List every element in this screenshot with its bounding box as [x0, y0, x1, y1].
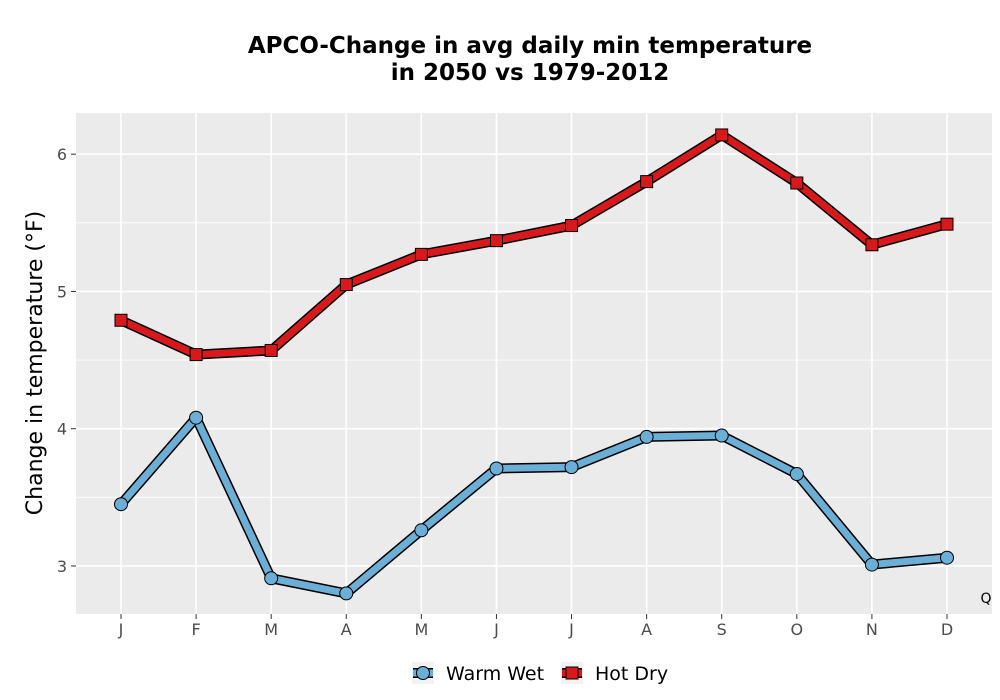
series-line: [117, 131, 951, 359]
legend-marker: [565, 666, 579, 680]
legend-label: Warm Wet: [446, 663, 544, 685]
data-point: [940, 217, 954, 231]
grid-lines: [76, 113, 992, 614]
data-point: [940, 550, 954, 565]
series-hot-dry: [114, 128, 954, 362]
data-point: [339, 278, 353, 292]
data-point: [790, 176, 804, 190]
data-point: [789, 466, 804, 481]
data-point: [865, 238, 879, 252]
x-tick-label: D: [941, 620, 953, 639]
series-line: [117, 414, 951, 597]
data-point: [339, 586, 354, 601]
y-axis: 3 4 5 6: [57, 145, 76, 576]
y-axis-title: Change in temperature (°F): [23, 211, 48, 515]
data-point: [715, 128, 729, 142]
data-point: [264, 571, 279, 586]
legend-key-hot-dry: [561, 662, 583, 684]
data-point: [565, 219, 579, 233]
x-tick-label: N: [866, 620, 878, 639]
data-point: [864, 557, 879, 572]
series-lines: [114, 128, 954, 601]
data-point: [564, 460, 579, 475]
legend-marker: [416, 666, 430, 680]
corner-label: Q: [980, 591, 991, 607]
data-point: [114, 497, 128, 512]
legend-key-warm-wet: [412, 662, 434, 684]
data-point: [489, 461, 504, 476]
data-point: [414, 523, 429, 538]
x-tick-label: M: [414, 620, 428, 639]
y-tick-label: 5: [57, 282, 67, 301]
chart-title-line2: in 2050 vs 1979-2012: [391, 60, 670, 86]
data-point: [189, 410, 204, 425]
data-point: [714, 428, 729, 443]
x-tick-label: A: [641, 620, 652, 639]
data-point: [264, 343, 278, 357]
data-point: [640, 175, 654, 189]
chart-title-line1: APCO-Change in avg daily min temperature: [248, 33, 812, 59]
x-tick-label: J: [568, 620, 574, 639]
data-point: [639, 429, 654, 444]
x-tick-label: J: [118, 620, 124, 639]
data-point: [189, 348, 203, 362]
data-point: [489, 234, 503, 248]
data-point: [114, 313, 128, 327]
x-tick-label: J: [493, 620, 499, 639]
y-tick-label: 6: [57, 145, 67, 164]
y-tick-label: 3: [57, 557, 67, 576]
x-tick-label: O: [791, 620, 804, 639]
y-tick-label: 4: [57, 420, 67, 439]
legend-label: Hot Dry: [595, 663, 668, 685]
x-tick-label: M: [264, 620, 278, 639]
x-tick-label: A: [341, 620, 352, 639]
data-point: [414, 247, 428, 261]
series-warm-wet: [114, 410, 954, 601]
legend: Warm Wet Hot Dry: [412, 662, 668, 685]
x-tick-label: F: [191, 620, 200, 639]
x-tick-label: S: [717, 620, 727, 639]
